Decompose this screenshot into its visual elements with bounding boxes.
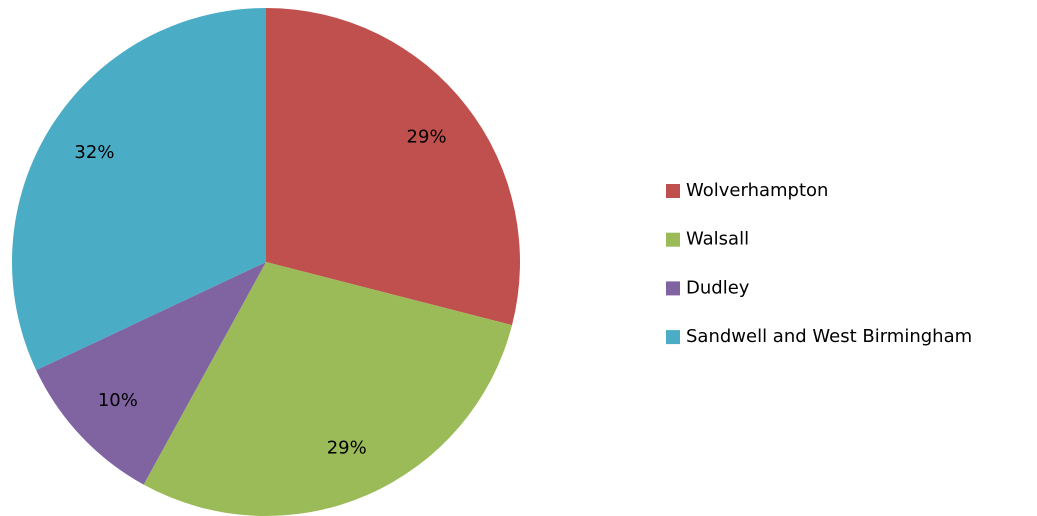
data-label: 32% [74,142,114,163]
data-label: 29% [407,126,447,147]
legend-label: Sandwell and West Birmingham [686,326,972,347]
legend-swatch [666,281,680,296]
pie-slice [143,262,513,516]
pie-slice [11,8,266,371]
pie-slice [36,262,267,485]
pie-slice [266,8,520,326]
data-label: 10% [98,390,138,411]
legend-swatch [666,232,680,247]
legend-swatch [666,184,680,198]
legend-label: Walsall [686,229,749,250]
data-label: 29% [327,437,367,458]
legend-swatch [666,330,680,345]
legend-label: Wolverhampton [686,180,828,201]
legend-label: Dudley [686,277,750,298]
